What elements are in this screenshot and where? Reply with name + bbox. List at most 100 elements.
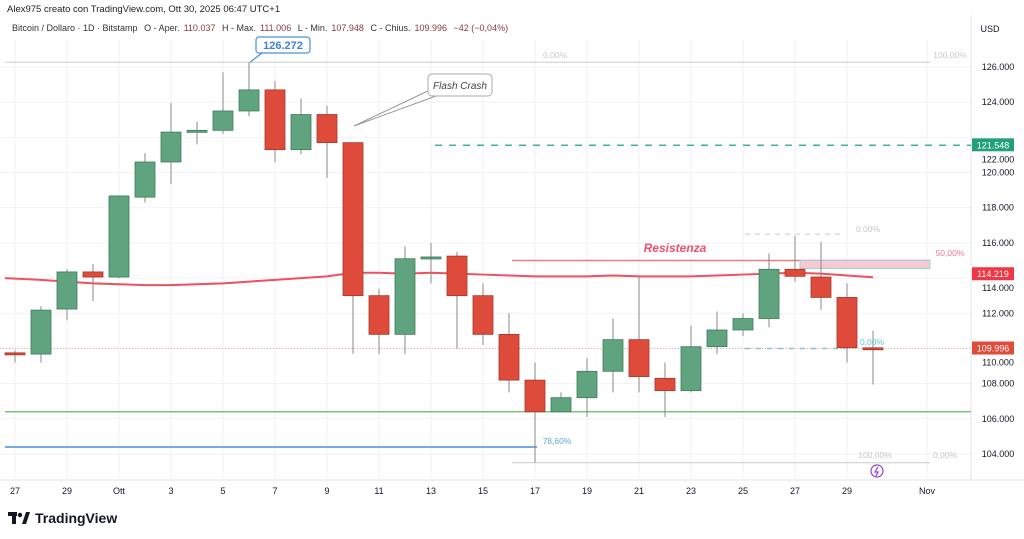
time-tick-label: 15 <box>478 486 488 496</box>
price-badge <box>972 341 1014 355</box>
high-label: H - Max. <box>221 23 256 33</box>
candle-body <box>108 195 130 278</box>
candle-body <box>810 276 832 298</box>
time-tick-label: 29 <box>842 486 852 496</box>
candle-body <box>602 339 624 372</box>
time-tick-label: 17 <box>530 486 540 496</box>
price-tick-label: 126.000 <box>982 62 1015 72</box>
candle-body <box>862 347 884 351</box>
price-badge <box>972 267 1014 281</box>
fib-level-label: 50,00% <box>936 248 965 258</box>
lightning-icon <box>870 464 884 478</box>
price-tick-label: 122.000 <box>982 154 1015 164</box>
candle-body <box>82 271 104 278</box>
price-badge-label: 114.219 <box>977 269 1009 279</box>
tradingview-logo-text: TradingView <box>35 510 118 526</box>
time-tick-label: 19 <box>582 486 592 496</box>
candle-body <box>30 309 52 355</box>
candle-body <box>654 377 676 392</box>
candle-body <box>524 379 546 413</box>
time-tick-label: 21 <box>634 486 644 496</box>
flash-crash-pointer-2 <box>353 95 437 127</box>
resistance-zone <box>799 259 931 269</box>
price-tick-label: 108.000 <box>982 379 1015 389</box>
time-tick-label: 11 <box>374 486 383 496</box>
price-badge-label: 109.996 <box>977 344 1010 354</box>
time-tick-label: 29 <box>62 486 72 496</box>
candle-body <box>186 129 208 133</box>
time-tick-label: Ott <box>113 486 126 496</box>
price-tick-label: 106.000 <box>982 414 1015 424</box>
fib-level-label: 0,00% <box>933 450 958 460</box>
candle-body <box>394 258 416 335</box>
candle-body <box>498 333 520 381</box>
candle-body <box>784 268 806 277</box>
candle-body <box>446 255 468 297</box>
candle-body <box>420 256 442 260</box>
candle-body <box>680 346 702 392</box>
candle-body <box>56 271 78 310</box>
open-value: 110.037 <box>183 23 216 33</box>
price-tick-label: 114.000 <box>982 283 1014 293</box>
candle-body <box>836 297 858 349</box>
low-value: 107.948 <box>331 23 364 33</box>
candle-body <box>732 318 754 331</box>
price-tick-label: 120.000 <box>982 168 1015 178</box>
resistance-label: Resistenza <box>644 241 707 255</box>
price-tick-label: 124.000 <box>982 97 1015 107</box>
symbol-name: Bitcoin / Dollaro · 1D · Bitstamp <box>12 23 138 33</box>
price-tick-label: 104.000 <box>982 449 1015 459</box>
time-tick-label: 3 <box>168 486 173 496</box>
candle-body <box>160 131 182 163</box>
candle-body <box>212 110 234 131</box>
tradingview-logo-icon <box>8 512 30 524</box>
candle-body <box>238 89 260 112</box>
time-tick-label: Nov <box>919 486 936 496</box>
time-tick-label: 27 <box>790 486 800 496</box>
ath-callout-box <box>255 36 311 54</box>
moving-average-line <box>4 271 874 287</box>
fib-level-label: 0,00% <box>543 50 568 60</box>
open-label: O - Aper. <box>144 23 180 33</box>
symbol-legend[interactable]: Bitcoin / Dollaro · 1D · Bitstamp O - Ap… <box>12 23 512 33</box>
time-tick-label: 5 <box>220 486 225 496</box>
candle-body <box>264 89 286 151</box>
candle-body <box>368 295 390 335</box>
fib-level-label: 100,00% <box>858 450 892 460</box>
candle-body <box>4 352 26 356</box>
candle-body <box>134 161 156 198</box>
lightning-icon-bolt <box>873 466 879 477</box>
candle-body <box>706 329 728 348</box>
low-label: L - Min. <box>297 23 328 33</box>
flash-crash-label: Flash Crash <box>433 81 487 92</box>
candle-body <box>290 114 312 151</box>
time-tick-label: 7 <box>272 486 277 496</box>
time-tick-label: 13 <box>426 486 436 496</box>
ath-callout-label: 126.272 <box>263 40 303 52</box>
price-tick-label: 112.000 <box>982 308 1014 318</box>
fib-level-label: 0,00% <box>856 224 881 234</box>
candle-body <box>628 339 650 377</box>
candle-body <box>758 268 780 319</box>
ath-callout-pointer <box>249 52 263 63</box>
candle-body <box>316 114 338 144</box>
time-tick-label: 23 <box>686 486 696 496</box>
price-badge <box>972 138 1014 152</box>
currency-label: USD <box>980 24 1000 34</box>
candle-body <box>472 295 494 335</box>
candle-body <box>342 142 364 297</box>
time-tick-label: 27 <box>10 486 20 496</box>
price-tick-label: 118.000 <box>982 203 1014 213</box>
fib-level-label: 0,00% <box>860 337 885 347</box>
close-value: 109.996 <box>414 23 448 33</box>
fib-level-label: 78,60% <box>543 436 572 446</box>
author-line: Alex975 creato con TradingView.com, Ott … <box>7 4 281 15</box>
flash-crash-pointer <box>353 89 431 127</box>
high-value: 111.006 <box>260 23 292 33</box>
tradingview-logo[interactable]: TradingView <box>8 510 117 526</box>
candle-body <box>576 370 598 399</box>
flash-crash-box <box>427 73 493 97</box>
change-value: −42 (−0,04%) <box>453 23 509 33</box>
time-tick-label: 9 <box>324 486 329 496</box>
